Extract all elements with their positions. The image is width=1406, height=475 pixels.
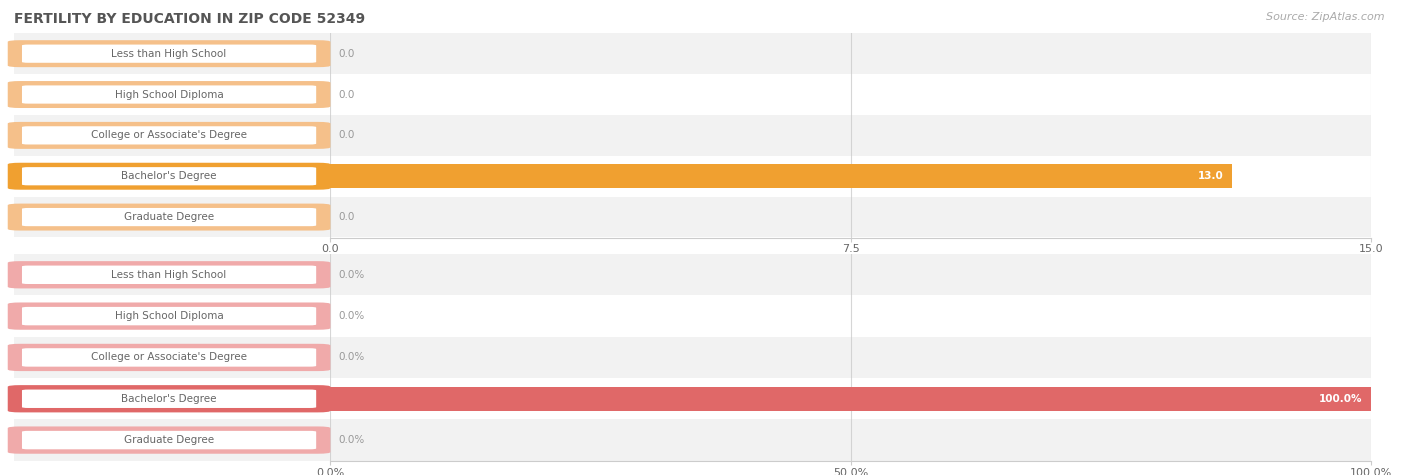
FancyBboxPatch shape (8, 40, 330, 67)
Text: Source: ZipAtlas.com: Source: ZipAtlas.com (1267, 12, 1385, 22)
Text: Bachelor's Degree: Bachelor's Degree (121, 394, 217, 404)
FancyBboxPatch shape (22, 126, 316, 144)
Text: Less than High School: Less than High School (111, 270, 226, 280)
Bar (330, 197, 1371, 238)
FancyBboxPatch shape (22, 348, 316, 367)
Text: Bachelor's Degree: Bachelor's Degree (121, 171, 217, 181)
Bar (330, 74, 1371, 115)
FancyBboxPatch shape (8, 163, 330, 190)
Text: Less than High School: Less than High School (111, 48, 226, 59)
Bar (330, 164, 1232, 188)
Text: 0.0%: 0.0% (339, 270, 366, 280)
FancyBboxPatch shape (22, 307, 316, 325)
FancyBboxPatch shape (22, 208, 316, 226)
Bar (330, 387, 1371, 411)
FancyBboxPatch shape (8, 261, 330, 288)
Bar (330, 33, 1371, 74)
FancyBboxPatch shape (22, 431, 316, 449)
Bar (330, 419, 1371, 461)
Text: 0.0%: 0.0% (339, 352, 366, 362)
Text: 13.0: 13.0 (1198, 171, 1223, 181)
Bar (14, 197, 330, 238)
FancyBboxPatch shape (8, 122, 330, 149)
Text: College or Associate's Degree: College or Associate's Degree (91, 130, 247, 141)
Bar (14, 74, 330, 115)
Text: FERTILITY BY EDUCATION IN ZIP CODE 52349: FERTILITY BY EDUCATION IN ZIP CODE 52349 (14, 12, 366, 26)
FancyBboxPatch shape (8, 427, 330, 454)
FancyBboxPatch shape (8, 303, 330, 330)
Text: 0.0%: 0.0% (339, 435, 366, 445)
FancyBboxPatch shape (8, 344, 330, 371)
Bar (14, 295, 330, 337)
Bar (14, 254, 330, 295)
Text: 0.0%: 0.0% (339, 311, 366, 321)
FancyBboxPatch shape (8, 81, 330, 108)
Bar (330, 156, 1371, 197)
FancyBboxPatch shape (8, 385, 330, 412)
Text: College or Associate's Degree: College or Associate's Degree (91, 352, 247, 362)
FancyBboxPatch shape (22, 167, 316, 185)
Bar (14, 337, 330, 378)
Text: Graduate Degree: Graduate Degree (124, 212, 214, 222)
Text: 0.0: 0.0 (339, 48, 356, 59)
Text: 100.0%: 100.0% (1319, 394, 1362, 404)
FancyBboxPatch shape (8, 204, 330, 230)
Bar (14, 33, 330, 74)
Bar (330, 378, 1371, 419)
FancyBboxPatch shape (22, 266, 316, 284)
Bar (330, 115, 1371, 156)
Bar (330, 295, 1371, 337)
FancyBboxPatch shape (22, 86, 316, 104)
FancyBboxPatch shape (22, 45, 316, 63)
Bar (330, 337, 1371, 378)
Text: 0.0: 0.0 (339, 212, 356, 222)
Text: 0.0: 0.0 (339, 130, 356, 141)
FancyBboxPatch shape (22, 390, 316, 408)
Text: High School Diploma: High School Diploma (115, 89, 224, 100)
Text: 0.0: 0.0 (339, 89, 356, 100)
Text: Graduate Degree: Graduate Degree (124, 435, 214, 445)
Bar (14, 378, 330, 419)
Bar (14, 156, 330, 197)
Bar (14, 419, 330, 461)
Text: High School Diploma: High School Diploma (115, 311, 224, 321)
Bar (14, 115, 330, 156)
Bar (330, 254, 1371, 295)
